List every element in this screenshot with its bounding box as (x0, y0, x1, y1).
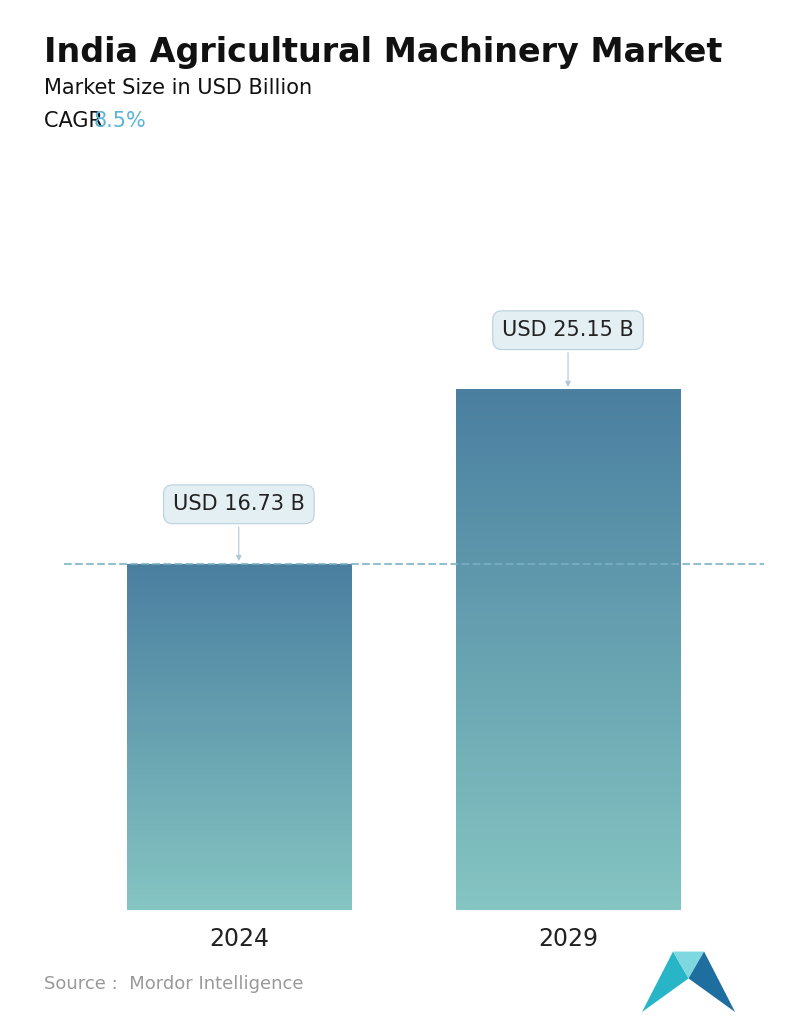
Polygon shape (689, 951, 736, 1012)
Text: CAGR: CAGR (44, 111, 109, 130)
Polygon shape (642, 951, 689, 1012)
Text: 8.5%: 8.5% (94, 111, 146, 130)
Text: India Agricultural Machinery Market: India Agricultural Machinery Market (44, 36, 722, 69)
Text: USD 25.15 B: USD 25.15 B (502, 321, 634, 386)
Polygon shape (673, 951, 704, 978)
Text: Market Size in USD Billion: Market Size in USD Billion (44, 78, 312, 97)
Text: USD 16.73 B: USD 16.73 B (173, 494, 305, 560)
Text: Source :  Mordor Intelligence: Source : Mordor Intelligence (44, 975, 303, 993)
